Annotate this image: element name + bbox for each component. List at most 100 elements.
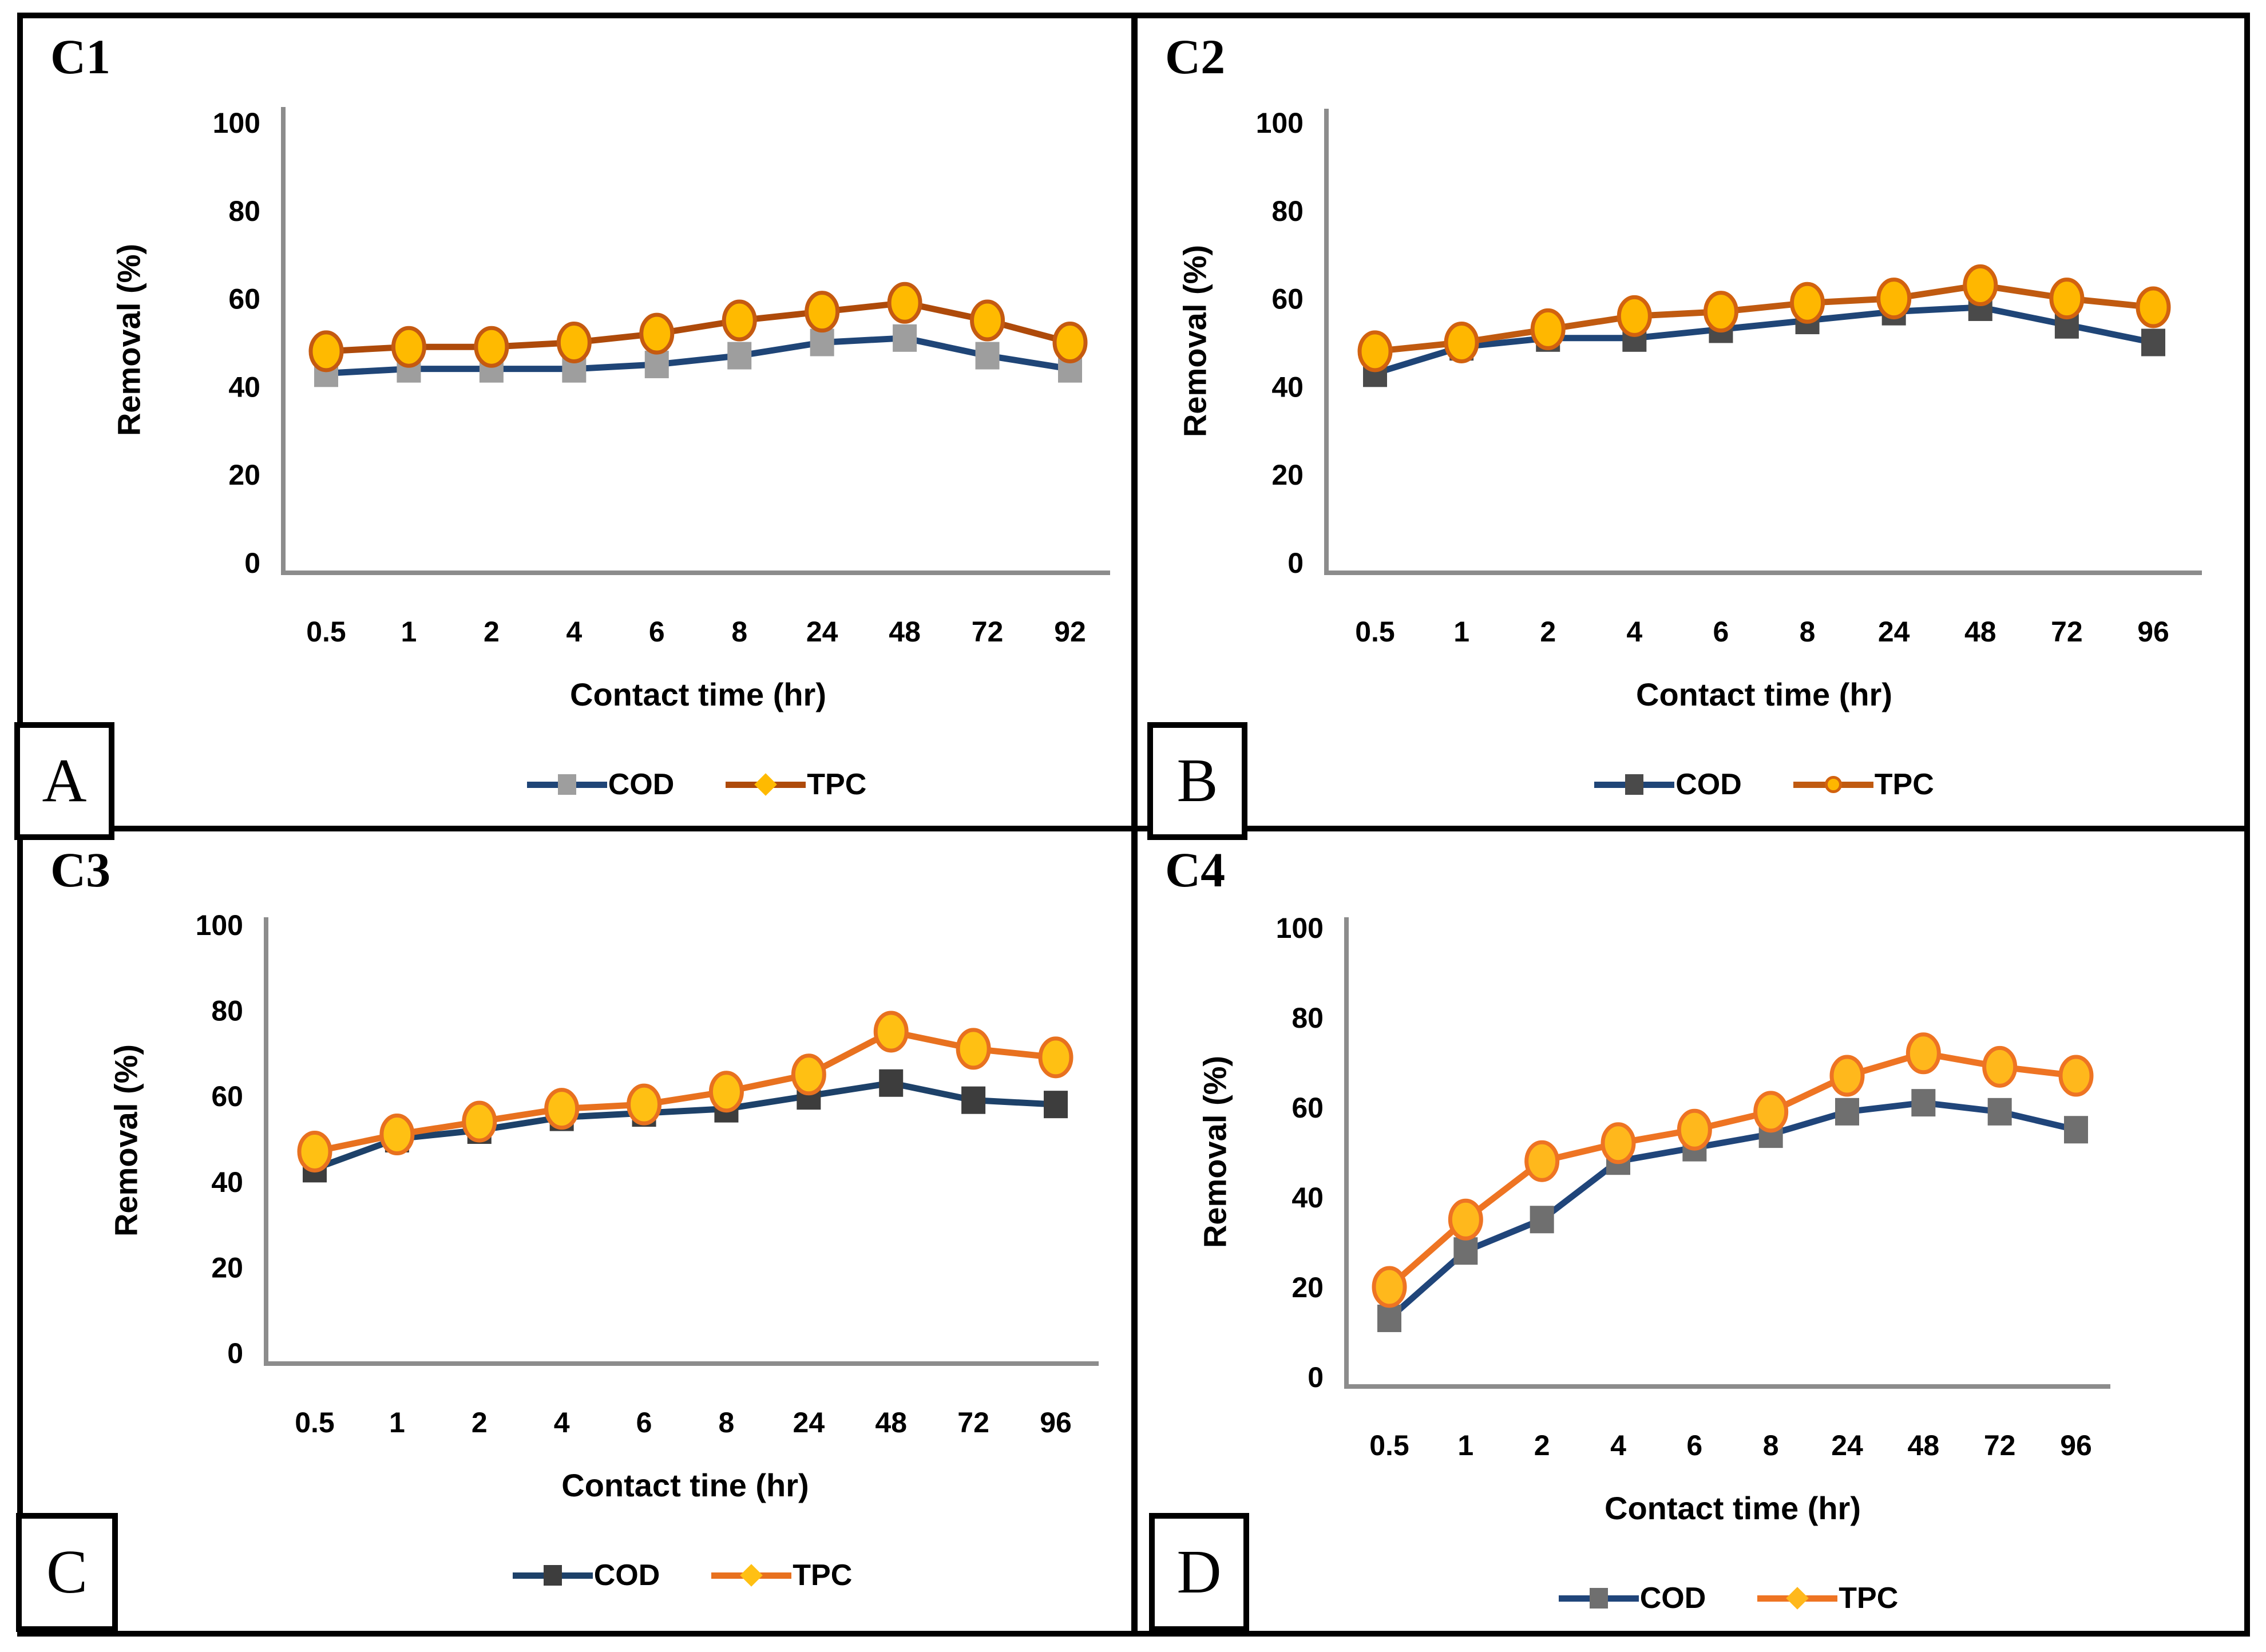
y-tick-label: 60 bbox=[211, 1080, 243, 1112]
legend: COD TPC bbox=[266, 1558, 1099, 1592]
y-tick-label: 0 bbox=[1288, 547, 1304, 579]
cod-series-line bbox=[326, 335, 1071, 377]
x-tick-label: 24 bbox=[793, 1407, 825, 1439]
panel-tag-c1: C1 bbox=[50, 29, 111, 84]
x-tick-label: 96 bbox=[2060, 1429, 2092, 1461]
legend: COD TPC bbox=[283, 767, 1110, 802]
x-tick-label: 96 bbox=[1040, 1407, 1072, 1439]
legend-item-tpc: TPC bbox=[726, 767, 866, 802]
panel-c4: C4 Removal (%) 0 20 40 60 80 100 0.5 1 2 4 6 8 24 48 7… bbox=[1138, 831, 2244, 1631]
x-tick-label: 2 bbox=[484, 616, 500, 648]
tpc-marker bbox=[1790, 282, 1825, 324]
tpc-marker bbox=[1703, 291, 1738, 333]
x-tick-label: 24 bbox=[1831, 1429, 1863, 1461]
tpc-marker bbox=[556, 322, 592, 363]
y-tick-label: 100 bbox=[1276, 912, 1324, 944]
cod-line-square-marker-icon bbox=[1558, 1581, 1639, 1615]
x-tick-label: 8 bbox=[731, 616, 747, 648]
tpc-marker bbox=[1530, 308, 1566, 350]
x-tick-label: 1 bbox=[1453, 616, 1469, 648]
x-tick-label: 72 bbox=[1984, 1429, 2016, 1461]
y-tick-label: 0 bbox=[227, 1337, 243, 1369]
tpc-marker bbox=[474, 326, 509, 368]
legend-label-cod: COD bbox=[1639, 1582, 1706, 1615]
y-tick-label: 40 bbox=[1292, 1182, 1324, 1214]
y-tick-label: 40 bbox=[1271, 371, 1304, 403]
cod-line-square-marker-icon bbox=[1594, 767, 1675, 802]
tpc-marker bbox=[462, 1100, 497, 1143]
x-axis-title: Contact time (hr) bbox=[1636, 676, 1892, 712]
cod-marker bbox=[1835, 1098, 1859, 1126]
cod-marker bbox=[879, 1069, 904, 1097]
y-tick-label: 0 bbox=[244, 547, 260, 579]
tpc-marker bbox=[722, 299, 757, 342]
tpc-marker bbox=[956, 1028, 991, 1070]
y-tick-label: 20 bbox=[1292, 1271, 1324, 1304]
legend-label-tpc: TPC bbox=[1874, 768, 1934, 801]
legend-item-cod: COD bbox=[512, 1558, 660, 1592]
cod-marker bbox=[1377, 1304, 1401, 1332]
cod-marker bbox=[961, 1086, 986, 1114]
vertical-divider bbox=[1131, 13, 1138, 1637]
cod-series-line bbox=[314, 1080, 1056, 1172]
legend-item-cod: COD bbox=[1558, 1581, 1706, 1615]
legend-label-cod: COD bbox=[593, 1559, 660, 1592]
cod-marker bbox=[727, 342, 752, 370]
legend-label-cod: COD bbox=[608, 768, 675, 801]
subfigure-label-c: C bbox=[16, 1513, 118, 1632]
tpc-series-line bbox=[314, 1028, 1056, 1155]
x-tick-label: 1 bbox=[389, 1407, 405, 1439]
x-tick-label: 24 bbox=[806, 616, 838, 648]
tpc-marker bbox=[1753, 1091, 1789, 1133]
horizontal-divider bbox=[17, 826, 2250, 831]
y-tick-label: 100 bbox=[196, 909, 243, 941]
x-axis-title: Contact tine (hr) bbox=[561, 1467, 809, 1503]
y-tick-label: 60 bbox=[1271, 283, 1304, 315]
tpc-marker bbox=[805, 291, 840, 333]
cod-series-line bbox=[1374, 304, 2154, 377]
tpc-marker bbox=[1038, 1036, 1073, 1079]
legend-label-tpc: TPC bbox=[807, 768, 867, 801]
tpc-line-diamond-marker-icon bbox=[726, 767, 806, 802]
x-tick-label: 96 bbox=[2137, 616, 2169, 648]
x-tick-label: 1 bbox=[1457, 1429, 1473, 1461]
tpc-line-circle-marker-icon bbox=[1793, 767, 1873, 802]
cod-marker bbox=[1987, 1098, 2012, 1126]
x-tick-label: 24 bbox=[1878, 616, 1910, 648]
y-tick-label: 80 bbox=[1271, 195, 1304, 227]
tpc-marker bbox=[1963, 264, 1998, 307]
tpc-marker bbox=[887, 282, 922, 324]
subfigure-label-a: A bbox=[14, 722, 114, 840]
x-tick-label: 48 bbox=[889, 616, 921, 648]
cod-line-square-marker-icon bbox=[512, 1558, 593, 1592]
tpc-marker bbox=[639, 312, 675, 355]
panel-c2: C2 Removal (%) 0 20 40 60 80 100 0.5 1 2 4 6 8 24 48 7… bbox=[1138, 18, 2244, 826]
panel-c1: C1 Removal (%) 0 20 40 60 80 100 0.5 1 2 4 6 8 24 48 7… bbox=[23, 18, 1131, 826]
cod-marker bbox=[893, 324, 917, 352]
x-tick-label: 72 bbox=[2051, 616, 2083, 648]
x-tick-label: 4 bbox=[1610, 1429, 1626, 1461]
tpc-marker bbox=[1372, 1266, 1407, 1308]
x-tick-label: 72 bbox=[972, 616, 1004, 648]
x-tick-label: 0.5 bbox=[1369, 1429, 1409, 1461]
tpc-series-line bbox=[326, 299, 1071, 355]
tpc-marker bbox=[391, 326, 426, 368]
cod-marker bbox=[1530, 1206, 1554, 1234]
tpc-marker bbox=[1357, 330, 1393, 373]
x-tick-label: 6 bbox=[1686, 1429, 1702, 1461]
y-tick-label: 80 bbox=[1292, 1002, 1324, 1034]
y-tick-label: 60 bbox=[1292, 1092, 1324, 1124]
legend-item-tpc: TPC bbox=[1793, 767, 1934, 802]
y-tick-label: 40 bbox=[211, 1166, 243, 1198]
y-tick-label: 0 bbox=[1308, 1361, 1324, 1393]
tpc-marker bbox=[1905, 1032, 1941, 1075]
y-tick-label: 20 bbox=[228, 459, 260, 491]
y-tick-label: 100 bbox=[213, 107, 260, 139]
y-tick-label: 20 bbox=[211, 1251, 243, 1283]
legend-label-cod: COD bbox=[1675, 768, 1742, 801]
panel-tag-c4: C4 bbox=[1165, 842, 1226, 897]
